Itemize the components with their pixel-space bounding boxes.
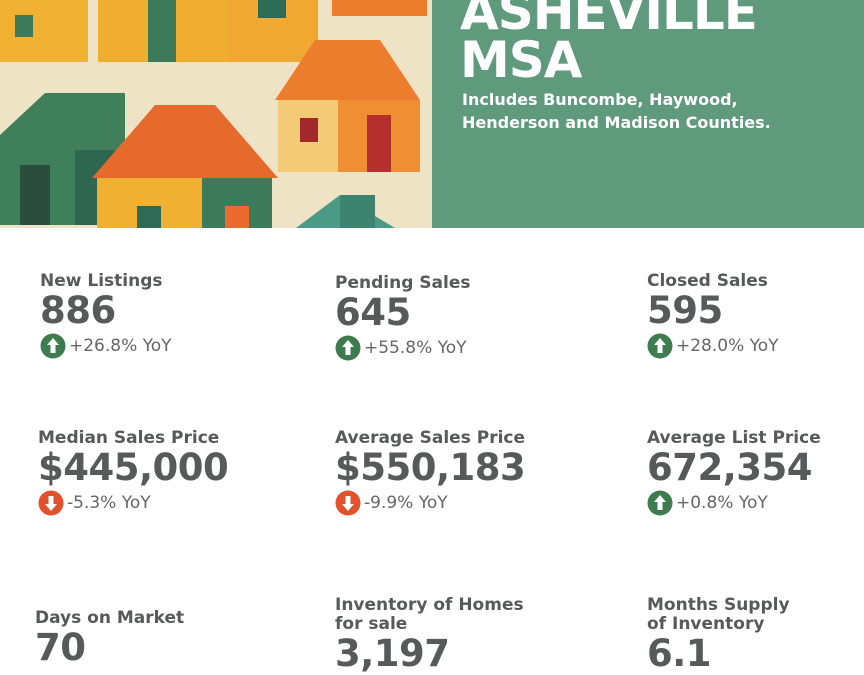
stat-change: -9.9% YoY [335,490,525,516]
stat-value: 886 [40,289,116,332]
change-text: +28.0% YoY [676,336,779,356]
stat-value: 70 [35,626,86,669]
subtitle: Includes Buncombe, Haywood, [462,90,738,109]
stat-card: New Listings 886 +26.8% YoY [40,272,172,359]
stat-card: Average Sales Price $550,183 -9.9% YoY [335,428,526,516]
trend-arrow [335,490,361,516]
stat-label: New Listings [40,271,163,291]
trend-arrow [647,490,673,516]
stat-card: Closed Sales 595 +28.0% YoY [647,272,779,359]
change-text: -5.3% YoY [67,493,151,513]
stat-card: Average List Price 672,354 +0.8% YoY [647,429,821,516]
stat-value: 595 [647,289,723,332]
stat-label: Days on Market [35,608,185,628]
change-text: -9.9% YoY [364,493,448,513]
stat-value: 6.1 [647,632,712,675]
change-text: +0.8% YoY [676,493,768,513]
stat-value: $445,000 [38,446,229,489]
stat-label: Average List Price [647,428,821,448]
stat-value: 672,354 [647,446,813,489]
stat-card: Pending Sales 645 +55.8% YoY [335,274,470,361]
stat-card: Days on Market 70 [35,609,184,668]
title: ASHEVILLE [460,0,758,41]
stat-label: Closed Sales [647,271,768,291]
trend-arrow [647,333,673,359]
stat-change: -5.3% YoY [38,490,228,516]
stat-card: Median Sales Price $445,000 -5.3% YoY [38,428,229,516]
stat-value: 3,197 [335,632,450,675]
stat-value: $550,183 [335,446,526,489]
stat-card: Months Supply of Inventory 6.1 [647,596,790,674]
stat-label: of Inventory [647,614,765,634]
change-text: +55.8% YoY [364,338,467,358]
stat-label: Average Sales Price [335,428,526,448]
stat-card: Inventory of Homes for sale 3,197 [335,596,524,674]
stat-change: +28.0% YoY [647,333,779,359]
change-text: +26.8% YoY [69,336,172,356]
stat-change: +0.8% YoY [647,490,821,516]
stat-label: Months Supply [647,595,790,615]
title: MSA [460,31,582,89]
trend-arrow [335,335,361,361]
subtitle: Henderson and Madison Counties. [462,113,771,132]
header-panel: ASHEVILLE MSA Includes Buncombe, Haywood… [432,0,864,228]
trend-arrow [40,333,66,359]
stat-label: Median Sales Price [38,428,220,448]
stat-label: Pending Sales [335,273,471,293]
trend-arrow [38,490,64,516]
stat-label: Inventory of Homes [335,595,524,615]
house-illustration [0,0,432,228]
stat-change: +26.8% YoY [40,333,172,359]
stat-label: for sale [335,614,408,634]
stat-value: 645 [335,291,411,334]
stat-change: +55.8% YoY [335,335,470,361]
